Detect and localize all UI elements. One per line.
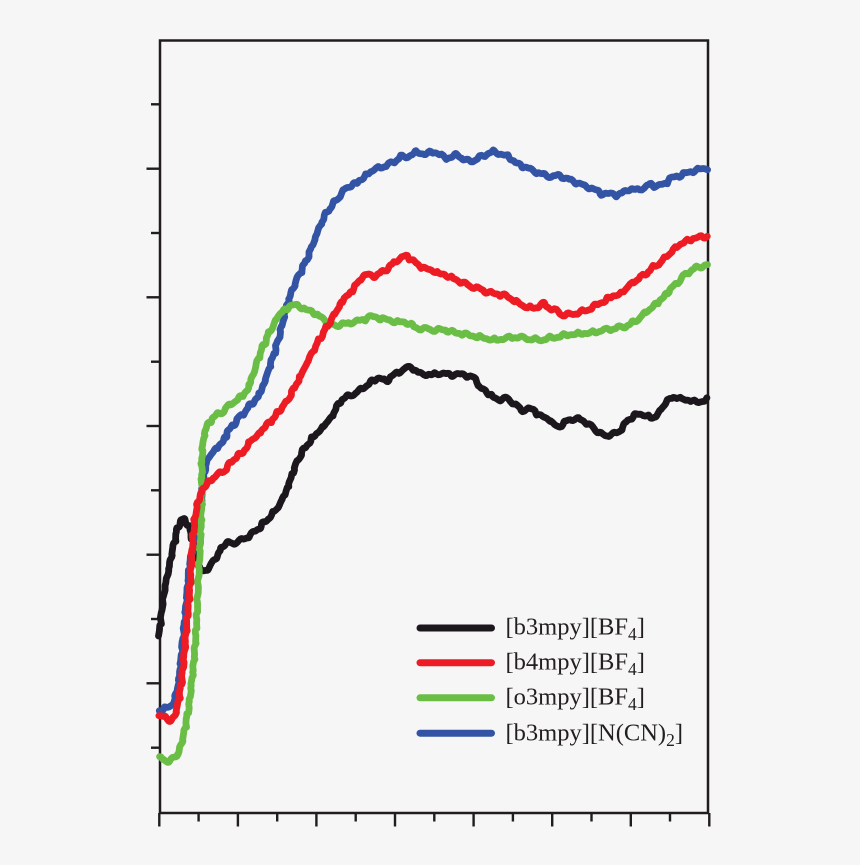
svg-text:[b3mpy][BF4]: [b3mpy][BF4]	[506, 614, 645, 645]
svg-text:[b4mpy][BF4]: [b4mpy][BF4]	[506, 649, 645, 680]
svg-text:[b3mpy][N(CN)2]: [b3mpy][N(CN)2]	[506, 720, 684, 751]
svg-text:[o3mpy][BF4]: [o3mpy][BF4]	[506, 684, 645, 715]
